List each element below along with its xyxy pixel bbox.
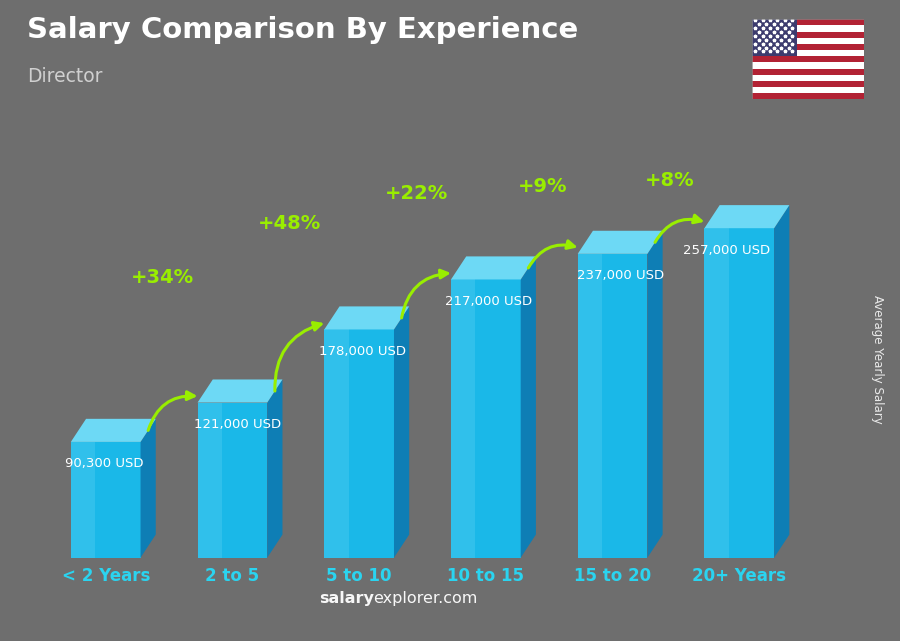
Bar xyxy=(752,50,864,56)
Bar xyxy=(752,93,864,99)
Text: 257,000 USD: 257,000 USD xyxy=(683,244,770,256)
Polygon shape xyxy=(578,231,662,254)
Polygon shape xyxy=(71,419,156,442)
Bar xyxy=(324,329,394,558)
Text: +48%: +48% xyxy=(257,214,321,233)
Polygon shape xyxy=(394,306,410,558)
Bar xyxy=(705,228,774,558)
Text: 217,000 USD: 217,000 USD xyxy=(446,295,533,308)
Bar xyxy=(752,81,864,87)
Bar xyxy=(752,44,864,50)
Text: 237,000 USD: 237,000 USD xyxy=(577,269,664,282)
Bar xyxy=(578,254,647,558)
Text: explorer.com: explorer.com xyxy=(374,591,478,606)
Bar xyxy=(752,38,864,44)
Bar xyxy=(451,279,521,558)
Bar xyxy=(71,442,140,558)
Text: +22%: +22% xyxy=(384,183,448,203)
Bar xyxy=(324,329,348,558)
Bar xyxy=(752,75,864,81)
Bar xyxy=(752,26,864,31)
Bar xyxy=(71,442,95,558)
Bar xyxy=(705,228,729,558)
Polygon shape xyxy=(521,256,535,558)
Bar xyxy=(752,87,864,93)
Polygon shape xyxy=(451,256,536,279)
Text: +8%: +8% xyxy=(644,171,695,190)
Text: Director: Director xyxy=(27,67,103,87)
Bar xyxy=(752,19,864,26)
Bar xyxy=(451,279,475,558)
Bar xyxy=(578,254,602,558)
Bar xyxy=(198,403,267,558)
Text: 121,000 USD: 121,000 USD xyxy=(194,418,282,431)
Polygon shape xyxy=(774,205,789,558)
Polygon shape xyxy=(267,379,283,558)
Bar xyxy=(752,31,864,38)
Text: 90,300 USD: 90,300 USD xyxy=(65,457,144,470)
Polygon shape xyxy=(198,379,283,403)
Text: +34%: +34% xyxy=(131,268,194,287)
Bar xyxy=(752,69,864,75)
Bar xyxy=(198,403,222,558)
Text: Average Yearly Salary: Average Yearly Salary xyxy=(871,295,884,423)
Text: +9%: +9% xyxy=(518,177,568,196)
Polygon shape xyxy=(705,205,789,228)
Text: 178,000 USD: 178,000 USD xyxy=(319,345,406,358)
Text: Salary Comparison By Experience: Salary Comparison By Experience xyxy=(27,16,578,44)
Bar xyxy=(752,19,796,56)
Text: salary: salary xyxy=(319,591,373,606)
Polygon shape xyxy=(140,419,156,558)
Bar xyxy=(752,62,864,69)
Polygon shape xyxy=(324,306,410,329)
Bar xyxy=(752,56,864,62)
Polygon shape xyxy=(647,231,662,558)
